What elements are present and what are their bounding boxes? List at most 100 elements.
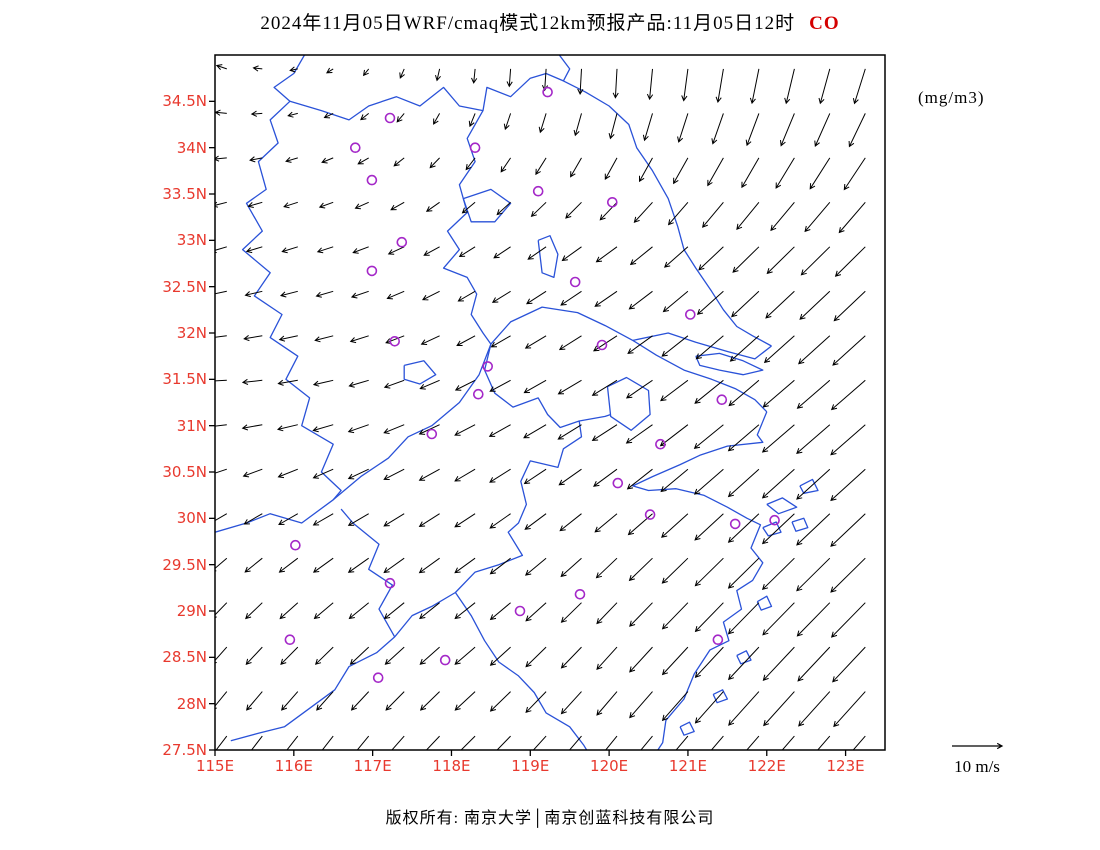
wind-vector-arrow: [347, 557, 369, 573]
wind-vector-arrow: [660, 379, 689, 402]
wind-vector-arrow: [215, 424, 227, 427]
wind-vector-arrow: [558, 468, 582, 486]
wind-vector-arrow: [818, 68, 831, 105]
wind-vector-arrow: [454, 602, 476, 620]
station-marker: [684, 309, 696, 320]
wind-vector-arrow: [383, 602, 405, 620]
wind-vector-arrow: [490, 335, 511, 348]
wind-vector-arrow: [489, 468, 511, 483]
wind-vector-arrow: [558, 335, 582, 351]
page-title: 2024年11月05日WRF/cmaq模式12km预报产品:11月05日12时 C…: [0, 8, 1100, 35]
wind-vector-arrow: [830, 468, 866, 502]
wind-vector-arrow: [215, 246, 227, 254]
wind-vector-arrow: [215, 109, 227, 116]
wind-vector-arrow: [312, 424, 334, 433]
station-marker: [514, 605, 526, 617]
wind-vector-arrow: [633, 201, 653, 223]
wind-vector-arrow: [527, 246, 547, 260]
wind-vector-arrow: [784, 68, 795, 105]
wind-vector-arrow: [799, 290, 831, 320]
wind-vector-arrow: [727, 513, 760, 543]
wind-vector-arrow: [454, 468, 476, 482]
wind-vector-arrow: [241, 424, 263, 431]
wind-vector-arrow: [493, 246, 511, 259]
wind-vector-arrow: [694, 691, 724, 724]
island-outline: [679, 721, 695, 736]
wind-vector-arrow: [215, 602, 228, 618]
station-marker: [384, 112, 396, 124]
wind-vector-arrow: [245, 602, 263, 620]
y-axis-label: 28N: [176, 694, 207, 713]
wind-vector-arrow: [696, 290, 724, 315]
wind-vector-arrow: [763, 335, 795, 364]
wind-vector-arrow: [765, 290, 795, 319]
wind-vector-arrow: [245, 646, 263, 665]
wind-vector-arrow: [352, 246, 369, 254]
wind-vector-arrow: [625, 379, 653, 399]
wind-vector-arrow: [728, 691, 760, 726]
wind-vector-arrow: [604, 157, 618, 181]
wind-vector-arrow: [796, 557, 831, 592]
wind-vector-arrow: [491, 290, 511, 303]
wind-vector-arrow: [694, 513, 724, 541]
island-outline: [756, 595, 773, 611]
station-marker: [729, 518, 741, 530]
station-marker: [366, 265, 378, 277]
y-axis-label: 31N: [176, 416, 207, 435]
wind-vector-arrow: [399, 68, 405, 79]
wind-vector-arrow: [390, 201, 405, 211]
wind-vector-arrow: [387, 246, 405, 255]
wind-vector-arrow: [454, 379, 476, 391]
y-axis-label: 34N: [176, 138, 207, 157]
wind-vector-arrow: [525, 646, 547, 668]
wind-vector-arrow: [489, 646, 511, 666]
station-marker: [644, 509, 656, 520]
wind-vector-arrow: [215, 735, 228, 750]
wind-vector-arrow: [471, 68, 478, 84]
wind-vector-arrow: [710, 735, 724, 750]
wind-vector-arrow: [796, 602, 831, 637]
wind-vector-arrow: [348, 602, 370, 620]
wind-vector-arrow: [596, 646, 618, 670]
map-boundary: [462, 188, 512, 223]
wind-vector-arrow: [385, 691, 405, 711]
map-boundary: [241, 55, 342, 501]
wind-vector-arrow: [243, 335, 263, 342]
station-marker: [769, 514, 780, 526]
wind-vector-arrow: [281, 246, 298, 254]
wind-vector-arrow: [627, 513, 653, 536]
wind-vector-arrow: [285, 157, 298, 163]
wind-vector-arrow: [280, 646, 299, 665]
wind-vector-arrow: [488, 424, 511, 437]
wind-vector-arrow: [677, 113, 689, 143]
axis-ticks: [209, 100, 847, 756]
station-marker: [712, 634, 724, 646]
wind-vector-arrow: [215, 64, 227, 70]
wind-vector-arrow: [661, 557, 689, 584]
x-axis-label: 117E: [353, 757, 392, 775]
wind-vector-arrow: [530, 201, 547, 218]
wind-vector-arrow: [315, 290, 334, 298]
wind-vector-arrow: [489, 602, 511, 621]
wind-vector-arrow: [350, 290, 369, 299]
station-marker: [655, 438, 666, 450]
wind-vector-arrow: [661, 602, 689, 630]
wind-vector-arrow: [286, 735, 299, 750]
wind-vector-arrow: [830, 379, 866, 411]
wind-vector-arrow: [312, 513, 334, 526]
wind-vector-arrow: [393, 157, 405, 167]
wind-vector-arrow: [241, 378, 263, 385]
wind-vector-arrow: [746, 735, 760, 750]
wind-vector-arrow: [629, 602, 653, 627]
wind-vector-arrow: [506, 68, 513, 88]
wind-vector-arrow: [312, 379, 334, 387]
wind-vector-arrow: [278, 335, 298, 342]
wind-vector-arrow: [313, 602, 334, 620]
x-axis-label: 123E: [826, 757, 865, 775]
map-boundary: [537, 235, 559, 279]
wind-vector-arrow: [461, 201, 476, 214]
wind-vector-arrow: [243, 513, 263, 525]
wind-vector-arrow: [425, 201, 440, 212]
wind-vector-arrow: [817, 735, 831, 750]
wind-vector-arrow: [833, 691, 866, 728]
